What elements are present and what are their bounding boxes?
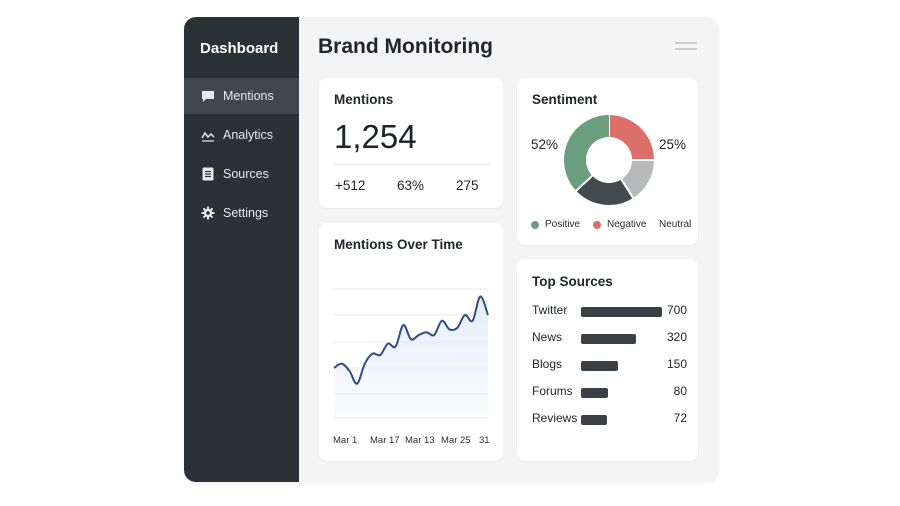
sidebar-item-label: Settings [223,206,269,220]
page-title: Brand Monitoring [318,35,493,58]
source-bar [581,307,662,317]
sentiment-right-percent: 25% [659,137,687,152]
chart-title: Mentions Over Time [334,237,463,252]
sidebar: Dashboard Mentions Analytics Sources Set… [184,17,299,482]
source-bar [581,388,608,398]
menu-button[interactable] [674,39,698,53]
hamburger-icon [675,42,697,50]
sentiment-card-title: Sentiment [532,92,598,107]
source-label: Twitter [532,303,568,317]
legend-dot [531,220,539,229]
source-row-reviews: Reviews 72 [517,411,697,427]
slice-separator [575,175,593,192]
mentions-card: Mentions 1,254 +512 63% 275 [319,78,503,208]
legend-neutral: Neutral [659,219,691,230]
source-value: 320 [666,330,687,344]
sidebar-item-label: Mentions [223,89,274,103]
sidebar-title: Dashboard [200,40,279,57]
source-row-blogs: Blogs 150 [517,357,697,373]
source-label: News [532,330,563,344]
legend-negative: Negative [593,219,646,230]
sentiment-left-percent: 52% [531,137,559,152]
series-line [333,295,489,385]
divider [334,164,490,165]
legend-label: Negative [607,219,647,230]
series-area [334,296,488,418]
source-bar [581,334,636,344]
x-tick-label: 31 [479,435,490,446]
source-label: Blogs [532,357,563,371]
x-tick-label: Mar 1 [333,435,358,446]
source-value: 72 [673,411,687,425]
sidebar-item-label: Analytics [223,128,274,142]
source-label: Reviews [532,411,578,425]
mentions-over-time-card: Mentions Over Time Mar 1 Mar 17 Mar 13 M… [319,223,503,461]
mentions-card-title: Mentions [334,92,394,107]
mentions-total: 1,254 [334,118,417,155]
stat-count: 275 [456,178,479,193]
source-row-twitter: Twitter 700 [517,303,697,319]
source-bar [581,361,618,371]
sidebar-item-sources[interactable]: Sources [184,156,299,192]
stat-new-mentions: +512 [335,178,366,193]
mentions-line-chart [333,288,489,419]
donut-slice-positive [564,115,610,191]
main-content: Brand Monitoring Mentions 1,254 +512 63%… [299,17,718,482]
sidebar-item-label: Sources [223,167,269,181]
legend-label: Positive [545,219,581,230]
sidebar-item-settings[interactable]: Settings [184,195,299,231]
legend-dot [593,220,601,229]
sentiment-card: Sentiment 52% 25% Positive Negative Neut… [517,78,698,245]
donut-slice-negative [608,115,654,161]
app-window: Dashboard Mentions Analytics Sources Set… [184,17,718,482]
x-tick-label: Mar 17 [370,435,400,446]
source-row-news: News 320 [517,330,697,346]
donut-slice-other [576,175,634,205]
top-sources-title: Top Sources [532,274,613,289]
legend-positive: Positive [531,219,580,230]
sidebar-item-mentions[interactable]: Mentions [184,78,299,114]
gear-icon [201,206,215,220]
slice-separator [620,178,634,199]
source-bar [581,415,607,425]
source-value: 80 [673,384,687,398]
source-row-forums: Forums 80 [517,384,697,400]
document-icon [201,167,215,181]
sidebar-item-analytics[interactable]: Analytics [184,117,299,153]
source-value: 150 [666,357,687,371]
sentiment-donut-chart [564,115,654,205]
line-chart-icon [201,128,215,142]
stat-percentage: 63% [397,178,425,193]
legend-label: Neutral [659,219,692,230]
top-sources-card: Top Sources Twitter 700 News 320 Blogs 150 For… [517,259,698,461]
x-tick-label: Mar 25 [441,435,471,446]
donut-slice-neutral [620,159,654,198]
source-value: 700 [666,303,687,317]
source-label: Forums [532,384,573,398]
chat-bubble-icon [201,89,215,103]
x-tick-label: Mar 13 [405,435,435,446]
